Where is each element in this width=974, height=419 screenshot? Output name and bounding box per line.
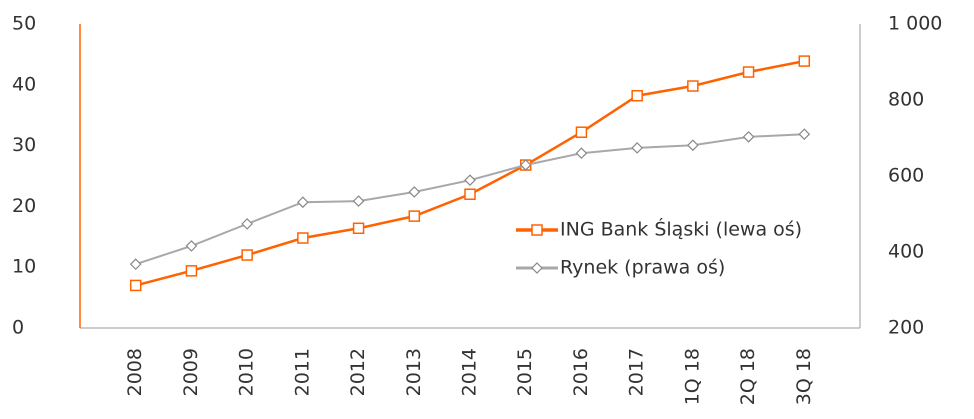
marker [408, 186, 421, 198]
marker [798, 55, 811, 67]
marker [129, 258, 142, 271]
x-tick-label: 2009 [180, 348, 202, 396]
series-line [135, 59, 805, 287]
y-tick-label: 10 [12, 256, 36, 278]
y-tick-label: 0 [12, 317, 24, 339]
marker [297, 232, 309, 244]
y2-tick-label: 800 [888, 89, 924, 111]
marker [297, 196, 309, 209]
x-tick-label: 1Q 18 [681, 348, 703, 405]
marker [352, 222, 365, 235]
y-tick-label: 50 [12, 13, 36, 35]
marker [464, 188, 476, 200]
y2-tick-label: 600 [888, 165, 924, 187]
marker [687, 80, 699, 92]
marker [129, 279, 142, 292]
y2-tick-label: 200 [888, 317, 924, 339]
marker [185, 240, 198, 252]
marker [241, 249, 253, 261]
marker [742, 66, 755, 78]
x-tick-label: 3Q 18 [793, 348, 815, 405]
x-tick-label: 2011 [291, 348, 313, 396]
x-tick-label: 2Q 18 [737, 348, 759, 405]
marker [798, 128, 811, 141]
marker [241, 218, 253, 230]
x-tick-label: 2017 [626, 348, 648, 396]
legend-marker [531, 224, 543, 236]
y-tick-label: 30 [12, 134, 36, 156]
x-tick-label: 2014 [459, 348, 481, 396]
legend-label: Rynek (prawa oś) [560, 257, 725, 279]
y-tick-label: 40 [12, 73, 36, 95]
marker [575, 126, 588, 138]
marker [742, 131, 755, 143]
y2-tick-label: 1 000 [888, 13, 942, 35]
marker [352, 195, 365, 207]
x-tick-label: 2015 [514, 348, 536, 396]
legend-label: ING Bank Śląski (lewa oś) [560, 217, 802, 241]
x-tick-label: 2008 [124, 348, 146, 396]
x-tick-label: 2012 [347, 348, 369, 396]
x-tick-label: 2010 [236, 348, 258, 396]
marker [185, 265, 198, 277]
y2-tick-label: 400 [888, 241, 924, 263]
x-tick-label: 2013 [403, 348, 425, 396]
marker [408, 210, 421, 222]
y-tick-label: 20 [12, 195, 36, 217]
legend-marker [531, 262, 543, 274]
x-tick-label: 2016 [570, 348, 592, 396]
marker [575, 147, 588, 160]
marker [631, 142, 643, 154]
marker [631, 89, 643, 102]
marker [519, 159, 532, 171]
marker [464, 174, 476, 187]
marker [687, 139, 699, 152]
